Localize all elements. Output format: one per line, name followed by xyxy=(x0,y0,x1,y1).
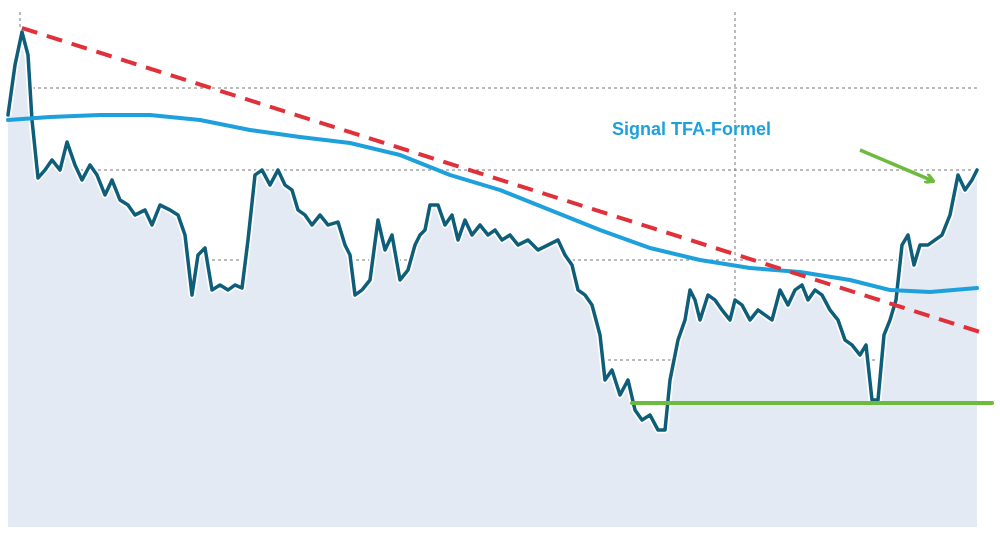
trend-line xyxy=(21,26,981,334)
price-line xyxy=(6,30,979,432)
area xyxy=(8,32,977,527)
signal-line xyxy=(6,113,979,294)
signal-arrow xyxy=(859,148,933,181)
series-label: Signal TFA-Formel xyxy=(612,119,771,139)
